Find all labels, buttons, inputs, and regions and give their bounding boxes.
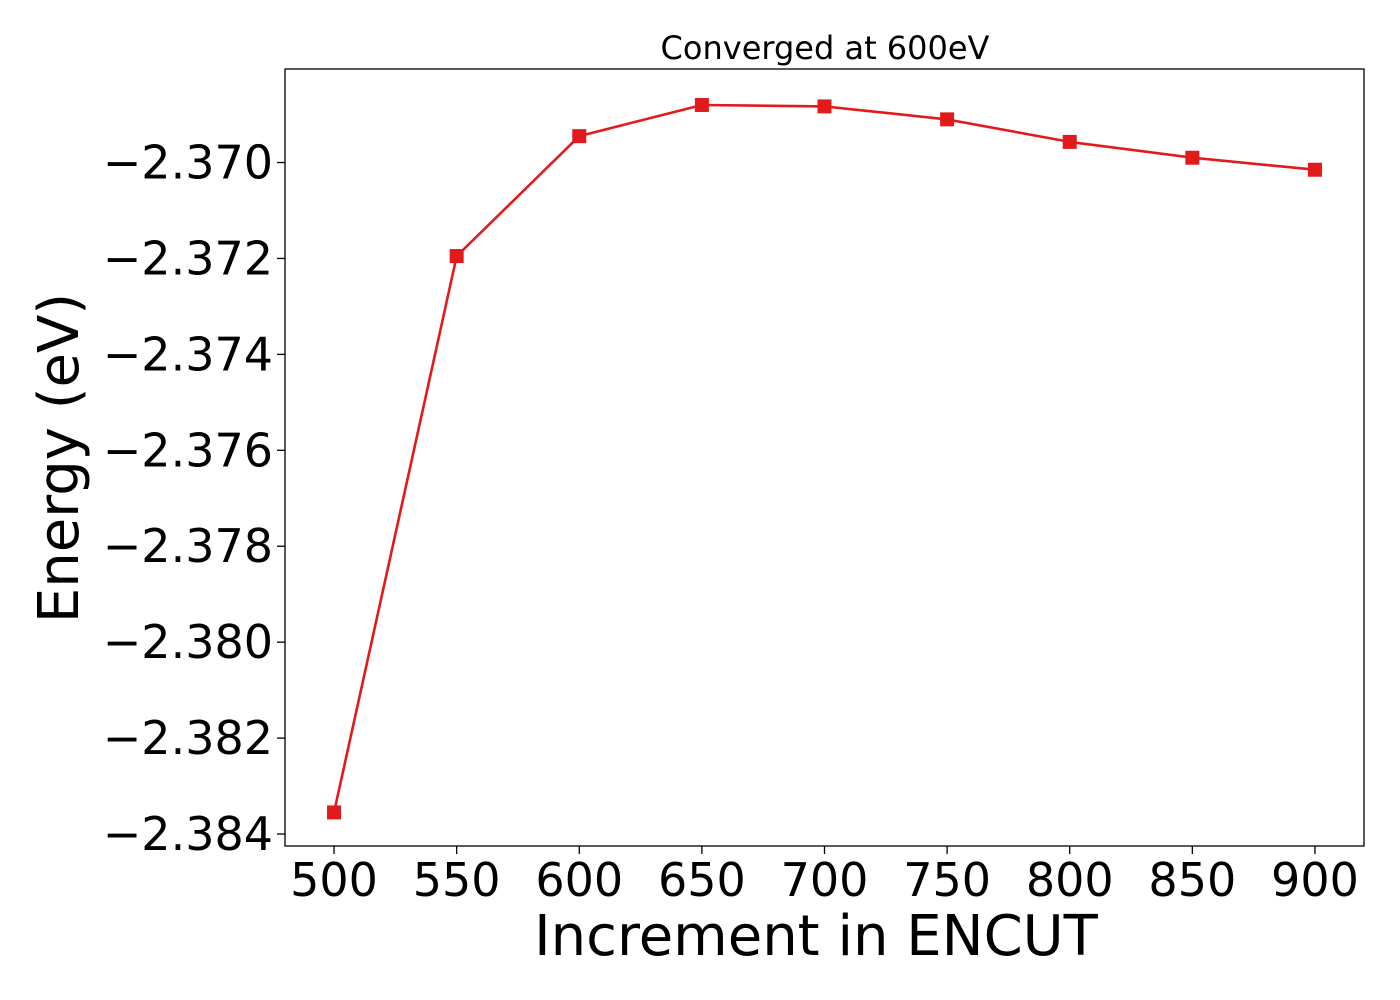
x-tick-label: 700 <box>781 853 869 907</box>
x-tick-label: 600 <box>535 853 623 907</box>
x-tick-label: 650 <box>658 853 746 907</box>
y-tick-label: −2.374 <box>103 327 273 381</box>
data-point <box>572 129 587 144</box>
data-point <box>449 249 464 264</box>
y-tick-label: −2.378 <box>103 519 273 573</box>
y-tick-label: −2.376 <box>103 423 273 477</box>
plot-area <box>284 68 1365 847</box>
x-tick-label: 900 <box>1271 853 1359 907</box>
y-tick-label: −2.384 <box>103 807 273 861</box>
chart-title: Converged at 600eV <box>661 29 990 67</box>
data-point <box>1185 150 1200 165</box>
data-point <box>1062 134 1077 149</box>
x-tick-label: 500 <box>290 853 378 907</box>
x-tick-label: 750 <box>903 853 991 907</box>
x-axis: 500 550 600 650 700 750 800 850 900 <box>290 846 1359 907</box>
data-point <box>940 112 955 127</box>
y-tick-label: −2.372 <box>103 231 273 285</box>
y-tick-label: −2.380 <box>103 615 273 669</box>
data-point <box>694 97 709 112</box>
data-point <box>327 805 342 820</box>
y-axis-title: Energy (eV) <box>27 293 92 623</box>
series-layer <box>327 97 1322 820</box>
y-tick-label: −2.370 <box>103 136 273 190</box>
data-point <box>1307 162 1322 177</box>
y-tick-label: −2.382 <box>103 711 273 765</box>
x-tick-label: 550 <box>413 853 501 907</box>
data-point <box>817 99 832 114</box>
x-tick-label: 800 <box>1026 853 1114 907</box>
x-axis-title: Increment in ENCUT <box>534 904 1099 969</box>
x-tick-label: 850 <box>1148 853 1236 907</box>
y-axis: −2.384 −2.382 −2.380 −2.378 −2.376 −2.374 −2.3… <box>103 136 285 861</box>
